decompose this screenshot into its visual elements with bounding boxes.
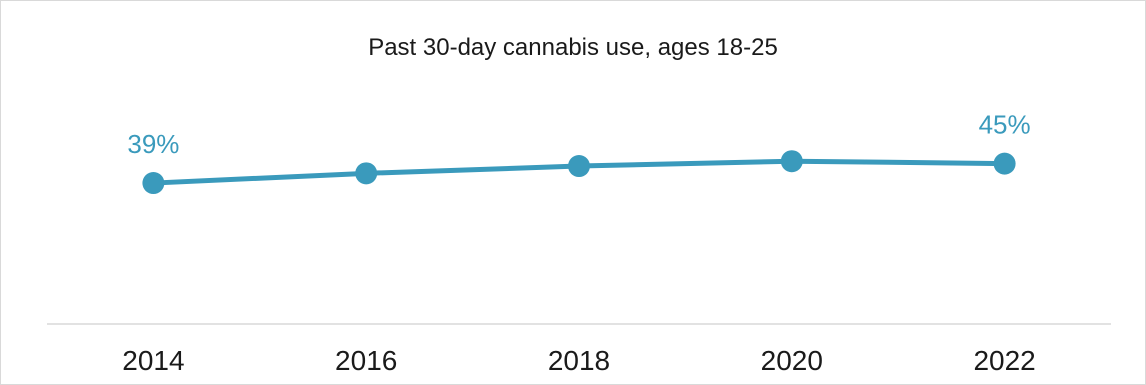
x-tick-label: 2014 — [122, 345, 184, 376]
data-point — [993, 152, 1016, 175]
x-tick-label: 2020 — [761, 345, 823, 376]
data-label: 39% — [127, 129, 179, 159]
data-point — [142, 172, 165, 195]
x-tick-label: 2018 — [548, 345, 610, 376]
x-tick-label: 2016 — [335, 345, 397, 376]
data-point — [355, 162, 378, 185]
x-tick-label: 2022 — [973, 345, 1035, 376]
chart-title: Past 30-day cannabis use, ages 18-25 — [368, 34, 778, 61]
data-label: 45% — [979, 110, 1031, 140]
data-point — [568, 155, 590, 178]
data-point — [780, 150, 803, 173]
